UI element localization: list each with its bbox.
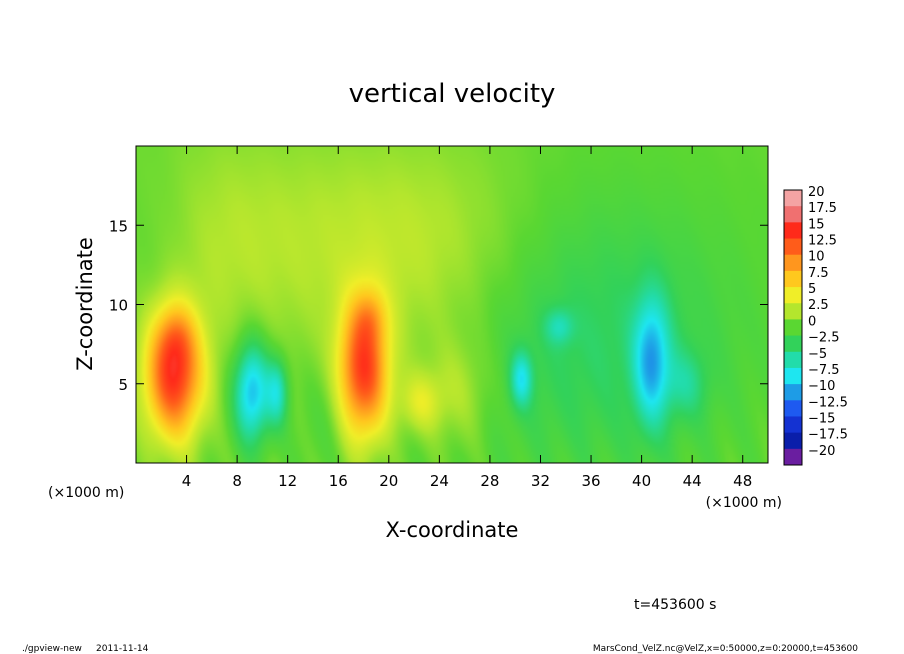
x-tick-label: 36 — [581, 472, 600, 490]
x-tick-label: 12 — [278, 472, 297, 490]
colorbar-label: −12.5 — [808, 395, 848, 410]
colorbar-swatch — [784, 254, 802, 272]
colorbar-swatch — [784, 367, 802, 385]
colorbar-swatch — [784, 335, 802, 353]
colorbar-label: 2.5 — [808, 298, 829, 313]
colorbar-label: −5 — [808, 347, 827, 362]
y-axis: 5 10 15 — [109, 217, 768, 394]
x-tick-label: 40 — [632, 472, 651, 490]
x-axis-label: X-coordinate — [386, 518, 519, 542]
y-tick-label: 5 — [118, 376, 128, 394]
x-tick-label: 8 — [232, 472, 242, 490]
colorbar-swatch — [784, 400, 802, 417]
y-tick-label: 15 — [109, 217, 128, 235]
colorbar-label: −15 — [808, 411, 835, 426]
colorbar-label: 7.5 — [808, 266, 829, 281]
colorbar-label: −7.5 — [808, 363, 840, 378]
colorbar-label: −2.5 — [808, 331, 840, 346]
colorbar-swatch — [784, 270, 802, 288]
colorbar-swatch — [784, 319, 802, 337]
x-tick-label: 48 — [733, 472, 752, 490]
colorbar-swatch — [784, 448, 802, 466]
y-axis-label: Z-coordinate — [73, 237, 97, 371]
colorbar-swatch — [784, 287, 802, 304]
heatmap-field — [136, 146, 768, 463]
colorbar-swatch — [784, 303, 802, 320]
x-tick-label: 20 — [379, 472, 398, 490]
colorbar-label: 17.5 — [808, 201, 837, 216]
colorbar-label: 5 — [808, 282, 816, 297]
colorbar-swatch — [784, 206, 802, 223]
date-label: 2011-11-14 — [96, 644, 149, 654]
source-label: MarsCond_VelZ.nc@VelZ,x=0:50000,z=0:2000… — [593, 644, 858, 654]
x-tick-label: 24 — [430, 472, 449, 490]
colorbar-swatch — [784, 384, 802, 401]
time-label: t=453600 s — [634, 597, 716, 613]
colorbar-label: 20 — [808, 185, 825, 200]
colorbar-swatch — [784, 238, 802, 256]
y-tick-label: 10 — [109, 297, 128, 315]
colorbar-label: −20 — [808, 444, 835, 459]
x-tick-label: 16 — [329, 472, 348, 490]
colorbar-label: 10 — [808, 250, 825, 265]
x-unit-left: (×1000 m) — [48, 485, 124, 501]
x-axis: 4 8 12 16 20 24 28 32 36 40 44 48 — [182, 146, 752, 490]
colorbar-swatch — [784, 351, 802, 369]
colorbar-swatch — [784, 416, 802, 434]
x-tick-label: 44 — [683, 472, 702, 490]
colorbar-swatch — [784, 432, 802, 450]
x-tick-label: 4 — [182, 472, 192, 490]
heatmap-plot — [136, 146, 768, 463]
chart-title: vertical velocity — [349, 79, 556, 109]
x-tick-label: 32 — [531, 472, 550, 490]
colorbar-label: −17.5 — [808, 428, 848, 443]
colorbar-frame — [783, 189, 803, 466]
x-unit-right: (×1000 m) — [706, 495, 782, 511]
colorbar-swatch — [784, 222, 802, 240]
colorbar-label: 0 — [808, 314, 816, 329]
x-tick-label: 28 — [480, 472, 499, 490]
colorbar-label: 12.5 — [808, 234, 837, 249]
colorbar-label: −10 — [808, 379, 835, 394]
program-label: ./gpview-new — [22, 644, 82, 654]
colorbar-swatch — [784, 190, 802, 207]
colorbar-label: 15 — [808, 217, 825, 232]
